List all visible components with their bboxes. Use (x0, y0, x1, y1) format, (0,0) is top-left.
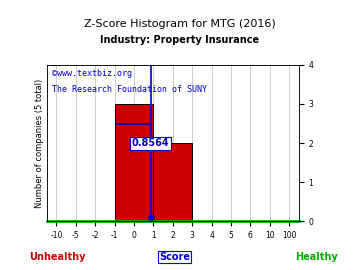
Text: The Research Foundation of SUNY: The Research Foundation of SUNY (52, 85, 207, 94)
Bar (114, 104, 153, 221)
Text: 0.8564: 0.8564 (132, 138, 170, 148)
Text: Unhealthy: Unhealthy (30, 252, 86, 262)
Text: Score: Score (159, 252, 190, 262)
Text: ©www.textbiz.org: ©www.textbiz.org (52, 69, 132, 79)
Bar (153, 143, 192, 221)
Text: Healthy: Healthy (296, 252, 338, 262)
Text: Industry: Property Insurance: Industry: Property Insurance (100, 35, 260, 45)
Text: Z-Score Histogram for MTG (2016): Z-Score Histogram for MTG (2016) (84, 19, 276, 29)
Y-axis label: Number of companies (5 total): Number of companies (5 total) (35, 79, 44, 208)
